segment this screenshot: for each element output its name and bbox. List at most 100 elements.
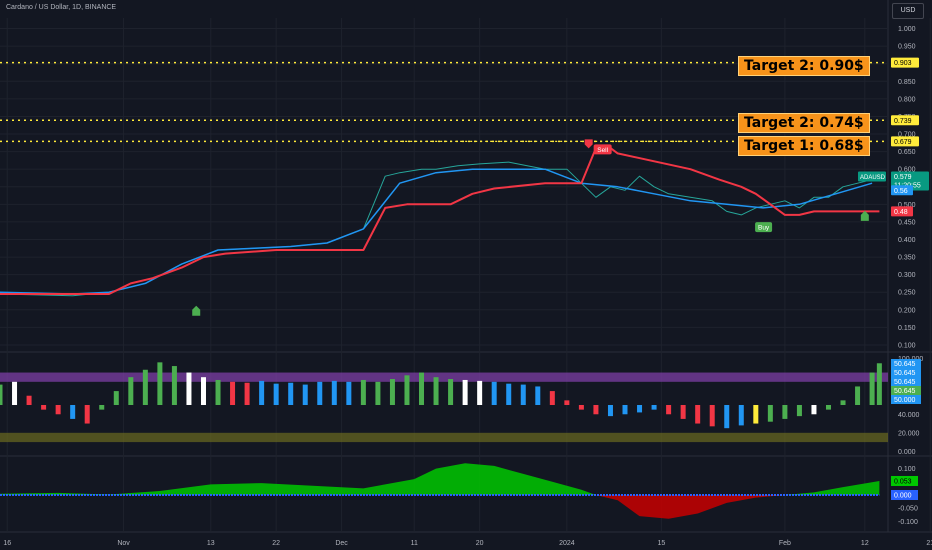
osc-bar — [680, 405, 686, 419]
momentum-pane — [0, 463, 880, 519]
osc-bar — [578, 405, 584, 410]
osc-bar — [477, 380, 483, 405]
osc-tick-label: 0.000 — [898, 449, 916, 456]
price-tick-label: 0.200 — [898, 307, 916, 314]
osc-bar — [259, 380, 265, 405]
osc-bar — [869, 372, 875, 405]
momentum-tick-label: -0.100 — [898, 519, 918, 526]
ma-tag — [891, 185, 913, 196]
osc-bar — [811, 405, 817, 415]
momentum-zero-tag — [891, 490, 918, 500]
overbought-band — [0, 372, 888, 382]
oscillator-pane — [0, 362, 888, 443]
osc-bar — [738, 405, 744, 426]
price-tick-label: 0.600 — [898, 167, 916, 174]
osc-bar — [84, 405, 90, 424]
osc-bar — [666, 405, 672, 415]
osc-value-text-1: 50.645 — [894, 370, 916, 377]
momentum-tick-label: 0.100 — [898, 466, 916, 473]
time-tick-label: 20 — [476, 540, 484, 547]
sell-arrow — [584, 139, 593, 149]
osc-bar — [622, 405, 628, 415]
last-price-text: 0.579 — [894, 174, 912, 181]
osc-bar — [855, 386, 861, 405]
osc-bar — [70, 405, 76, 419]
target-tag-2 — [891, 136, 919, 147]
osc-bar — [157, 362, 163, 405]
target-tag-0 — [891, 57, 919, 68]
buy-label: Buy — [758, 225, 770, 232]
stop-tag — [891, 206, 913, 217]
price-tick-label: 0.350 — [898, 255, 916, 262]
sell-label: Sell — [597, 147, 608, 154]
buy-badge — [755, 222, 773, 233]
osc-bar — [41, 405, 47, 410]
osc-bar — [564, 400, 570, 405]
osc-bar — [782, 405, 788, 419]
osc-bar — [55, 405, 61, 415]
osc-bar — [331, 380, 337, 405]
price-tick-label: 0.500 — [898, 202, 916, 209]
osc-bar — [419, 372, 425, 405]
osc-bar — [796, 405, 802, 417]
osc-bar — [99, 405, 105, 410]
osc-bar — [607, 405, 613, 417]
osc-bar — [389, 379, 395, 405]
up-arrow-1 — [860, 210, 869, 221]
currency-button[interactable]: USD — [892, 3, 924, 19]
osc-bar — [375, 381, 381, 405]
osc-bar — [709, 405, 715, 427]
target-tag-text-0: 0.903 — [894, 60, 912, 67]
osc-bar — [695, 405, 701, 424]
time-tick-label: 15 — [657, 540, 665, 547]
time-tick-label: Feb — [779, 540, 791, 547]
osc-bar — [230, 381, 236, 405]
osc-value-text-3: 50.645 — [894, 388, 916, 395]
osc-bar — [273, 383, 279, 405]
osc-bar — [12, 381, 18, 405]
target-label-3: Target 1: 0.68$ — [738, 136, 870, 156]
osc-bar — [360, 379, 366, 405]
momentum-negative-area — [0, 495, 880, 519]
osc-bar — [0, 384, 3, 405]
time-tick-label: 13 — [207, 540, 215, 547]
osc-bar — [535, 386, 541, 405]
target-label-2: Target 2: 0.74$ — [738, 113, 870, 133]
price-tick-label: 0.400 — [898, 237, 916, 244]
target-tag-1 — [891, 115, 919, 126]
osc-bar — [113, 391, 119, 405]
main-price-pane: Sell Buy — [0, 61, 888, 316]
time-tick-label: 12 — [861, 540, 869, 547]
price-tick-label: 0.950 — [898, 44, 916, 51]
time-tick-label: 11 — [411, 540, 418, 547]
price-axis: 0.100 0.150 0.200 0.250 0.300 0.350 0.400 0.450… — [858, 26, 929, 526]
target-label-1: Target 2: 0.90$ — [738, 56, 870, 76]
osc-value-tag-2 — [891, 377, 921, 386]
osc-value-tag-0 — [891, 359, 921, 368]
osc-bar — [433, 377, 439, 405]
osc-value-text-4: 50.000 — [894, 397, 916, 404]
osc-bar — [448, 379, 454, 405]
momentum-value-tag — [891, 475, 918, 486]
stop-tag-text: 0.48 — [894, 209, 908, 216]
time-tick-label: 2024 — [559, 540, 575, 547]
osc-bar — [26, 395, 32, 405]
osc-bar — [346, 381, 352, 405]
osc-bar — [171, 366, 177, 405]
osc-bar — [593, 405, 599, 415]
price-tick-label: 0.150 — [898, 325, 916, 332]
grid-lines — [0, 0, 932, 533]
up-arrow-0 — [192, 305, 201, 316]
ma-tag-text: 0.56 — [894, 188, 908, 195]
time-axis: 16Nov1322Dec1120202415Feb1221Mar — [3, 540, 932, 547]
price-tick-label: 0.450 — [898, 219, 916, 226]
sell-badge — [593, 144, 612, 155]
momentum-zero-text: 0.000 — [894, 493, 912, 500]
osc-value-tag-1 — [891, 368, 921, 377]
osc-bar — [288, 382, 294, 405]
osc-value-text-0: 50.645 — [894, 361, 916, 368]
osc-bar — [506, 383, 512, 405]
symbol-tag — [858, 171, 886, 182]
time-tick-label: Nov — [117, 540, 130, 547]
osc-bar — [825, 405, 831, 410]
